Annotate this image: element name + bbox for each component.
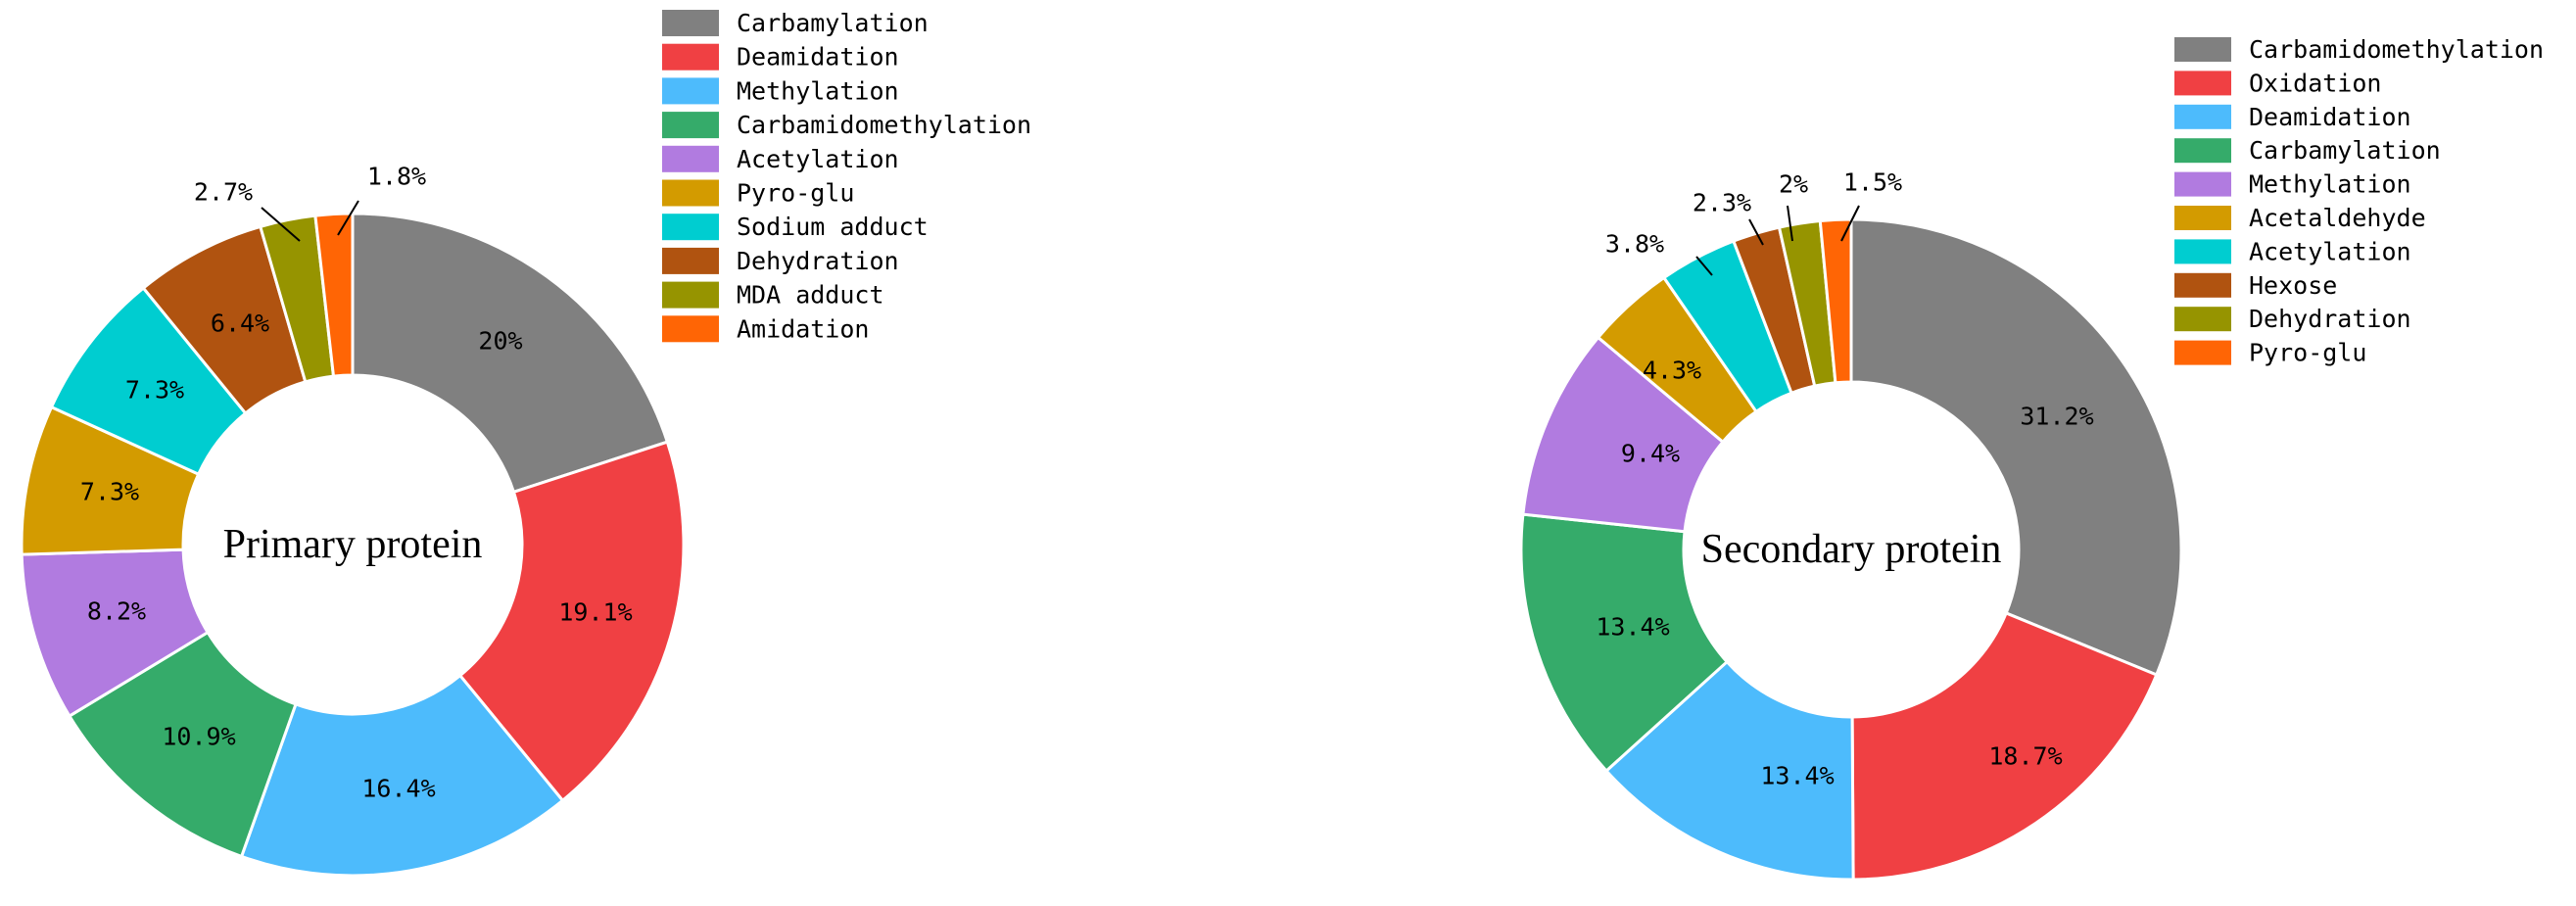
percent-label-hexose: 2.3% — [1693, 189, 1751, 217]
legend-swatch-acetylation — [662, 145, 719, 172]
percent-label-methylation: 9.4% — [1621, 440, 1680, 468]
legend-label-deamidation: Deamidation — [737, 43, 899, 72]
legend-swatch-carbamidomethylation — [662, 112, 719, 139]
percent-label-mda-adduct: 2.7% — [194, 178, 253, 207]
legend-label-pyro-glu: Pyro-glu — [2249, 339, 2366, 367]
slice-deamidation — [457, 440, 686, 803]
legend-label-methylation: Methylation — [2249, 170, 2411, 199]
slice-methylation — [239, 673, 565, 878]
secondary-protein-donut-chart: 31.2% 18.7% 13.4% 13.4% 9.4% 4.3% 3.8% 2.3% 2% 1.… — [1519, 35, 2544, 882]
percent-label-methylation: 16.4% — [361, 775, 435, 803]
center-label: Secondary protein — [1701, 527, 2002, 572]
legend-swatch-dehydration — [662, 247, 719, 274]
percent-label-acetaldehyde: 4.3% — [1643, 357, 1701, 385]
legend-swatch-pyro-glu — [2174, 340, 2231, 365]
legend-label-sodium-adduct: Sodium adduct — [737, 213, 929, 241]
leader-line — [1695, 256, 1713, 276]
legend-swatch-methylation — [2174, 171, 2231, 197]
legend-swatch-acetaldehyde — [2174, 206, 2231, 230]
percent-label-dehydration: 6.4% — [211, 310, 269, 338]
percent-label-carbamylation: 13.4% — [1596, 613, 1669, 642]
legend-label-methylation: Methylation — [737, 76, 899, 105]
percent-label-carbamidomethylation: 31.2% — [2020, 403, 2093, 431]
legend-swatch-acetylation — [2174, 239, 2231, 264]
legend-label-acetaldehyde: Acetaldehyde — [2249, 204, 2426, 232]
percent-label-acetylation: 3.8% — [1605, 230, 1664, 259]
leader-line — [1840, 205, 1860, 242]
legend-label-dehydration: Dehydration — [737, 247, 899, 275]
slice-pyro-glu — [1818, 217, 1853, 385]
slice-carbamidomethylation — [67, 630, 298, 859]
percent-label-pyro-glu: 1.5% — [1843, 168, 1902, 197]
legend-swatch-deamidation — [2174, 104, 2231, 129]
percent-label-carbamidomethylation: 10.9% — [162, 723, 235, 751]
legend-label-amidation: Amidation — [737, 314, 869, 343]
legend-label-carbamidomethylation: Carbamidomethylation — [2249, 35, 2544, 64]
percent-label-carbamylation: 20% — [478, 327, 522, 356]
legend-swatch-carbamidomethylation — [2174, 37, 2231, 62]
legend-swatch-hexose — [2174, 272, 2231, 298]
legend-swatch-carbamylation — [662, 10, 719, 36]
center-label: Primary protein — [223, 522, 483, 567]
legend-swatch-mda-adduct — [662, 281, 719, 309]
legend-label-dehydration: Dehydration — [2249, 305, 2411, 333]
legend-label-carbamylation: Carbamylation — [737, 9, 929, 37]
legend-label-acetylation: Acetylation — [737, 145, 899, 173]
legend: Carbamidomethylation Oxidation Deamidation… — [2174, 35, 2544, 367]
leader-line — [337, 200, 359, 236]
legend-label-acetylation: Acetylation — [2249, 237, 2411, 265]
legend-swatch-oxidation — [2174, 71, 2231, 96]
slice-carbamidomethylation — [1849, 217, 2183, 677]
leader-line — [1787, 205, 1793, 242]
legend-label-mda-adduct: MDA adduct — [737, 281, 884, 310]
legend-label-carbamylation: Carbamylation — [2249, 136, 2441, 165]
legend-swatch-pyro-glu — [662, 179, 719, 207]
percent-label-deamidation: 13.4% — [1760, 762, 1834, 790]
legend: Carbamylation Deamidation Methylation Carba… — [662, 9, 1031, 343]
legend-swatch-methylation — [662, 77, 719, 105]
legend-swatch-dehydration — [2174, 307, 2231, 332]
percent-label-acetylation: 8.2% — [87, 597, 146, 626]
legend-label-hexose: Hexose — [2249, 271, 2337, 300]
legend-swatch-carbamylation — [2174, 138, 2231, 164]
primary-protein-donut-chart: 20% 19.1% 16.4% 10.9% 8.2% 7.3% 7.3% 6.4% 2.7% 1.… — [20, 9, 1031, 878]
percent-label-sodium-adduct: 7.3% — [125, 376, 184, 405]
percent-label-pyro-glu: 7.3% — [80, 478, 139, 506]
legend-swatch-deamidation — [662, 43, 719, 71]
legend-swatch-sodium-adduct — [662, 214, 719, 241]
legend-label-deamidation: Deamidation — [2249, 103, 2411, 131]
slice-carbamylation — [1519, 512, 1730, 774]
percent-label-amidation: 1.8% — [367, 163, 426, 191]
legend-label-carbamidomethylation: Carbamidomethylation — [737, 111, 1031, 139]
slice-amidation — [313, 212, 355, 378]
percent-label-oxidation: 18.7% — [1988, 742, 2062, 771]
legend-label-pyro-glu: Pyro-glu — [737, 179, 854, 208]
leader-line — [261, 207, 301, 242]
leader-line — [1748, 218, 1764, 246]
legend-swatch-amidation — [662, 315, 719, 343]
percent-label-deamidation: 19.1% — [558, 598, 632, 627]
legend-label-oxidation: Oxidation — [2249, 69, 2381, 97]
percent-label-dehydration: 2% — [1779, 170, 1808, 199]
slice-oxidation — [1850, 610, 2159, 882]
slice-carbamylation — [351, 212, 670, 495]
